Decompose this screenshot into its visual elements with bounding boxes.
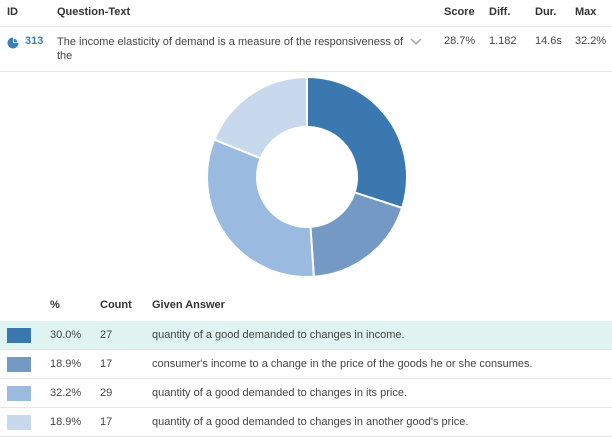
question-max: 32.2% <box>575 35 607 47</box>
answer-text: quantity of a good demanded to changes i… <box>152 329 405 341</box>
answer-color-swatch <box>7 415 31 430</box>
table-header: ID Question-Text Score Diff. Dur. Max <box>0 0 612 27</box>
question-row[interactable]: 313 The income elasticity of demand is a… <box>0 27 612 72</box>
answer-color-swatch <box>7 386 31 401</box>
col-score[interactable]: Score <box>444 6 475 18</box>
question-dur: 14.6s <box>535 35 562 47</box>
answer-text: consumer's income to a change in the pri… <box>152 358 533 370</box>
chevron-down-icon[interactable] <box>410 37 422 47</box>
answer-count: 29 <box>100 387 113 399</box>
answer-distribution-donut-chart <box>206 75 408 278</box>
question-diff: 1.182 <box>489 35 517 47</box>
col-percent: % <box>50 299 60 311</box>
answer-percent: 30.0% <box>50 329 82 341</box>
answer-count: 17 <box>100 358 113 370</box>
answer-percent: 18.9% <box>50 416 82 428</box>
answer-row[interactable]: 18.9% 17 quantity of a good demanded to … <box>0 408 612 437</box>
col-diff[interactable]: Diff. <box>489 6 511 18</box>
answer-row[interactable]: 32.2% 29 quantity of a good demanded to … <box>0 379 612 408</box>
donut-slice[interactable] <box>206 138 315 278</box>
donut-slice[interactable] <box>212 75 308 160</box>
pie-chart-icon <box>7 37 19 49</box>
col-id[interactable]: ID <box>7 6 18 18</box>
col-dur[interactable]: Dur. <box>535 6 557 18</box>
answer-percent: 32.2% <box>50 387 82 399</box>
question-score: 28.7% <box>444 35 476 47</box>
col-given-answer: Given Answer <box>152 299 225 311</box>
donut-slice[interactable] <box>306 75 408 210</box>
col-question-text[interactable]: Question-Text <box>57 6 131 18</box>
question-id[interactable]: 313 <box>25 35 44 47</box>
col-max[interactable]: Max <box>575 6 597 18</box>
answer-count: 27 <box>100 329 113 341</box>
answer-row[interactable]: 30.0% 27 quantity of a good demanded to … <box>0 321 612 350</box>
question-text: The income elasticity of demand is a mea… <box>57 36 404 62</box>
answer-row[interactable]: 18.9% 17 consumer's income to a change i… <box>0 350 612 379</box>
answer-count: 17 <box>100 416 113 428</box>
answer-color-swatch <box>7 357 31 372</box>
answer-text: quantity of a good demanded to changes i… <box>152 387 408 399</box>
donut-slice[interactable] <box>309 191 404 278</box>
answer-color-swatch <box>7 328 31 343</box>
answer-text: quantity of a good demanded to changes i… <box>152 416 469 428</box>
col-count: Count <box>100 299 132 311</box>
answer-percent: 18.9% <box>50 358 82 370</box>
